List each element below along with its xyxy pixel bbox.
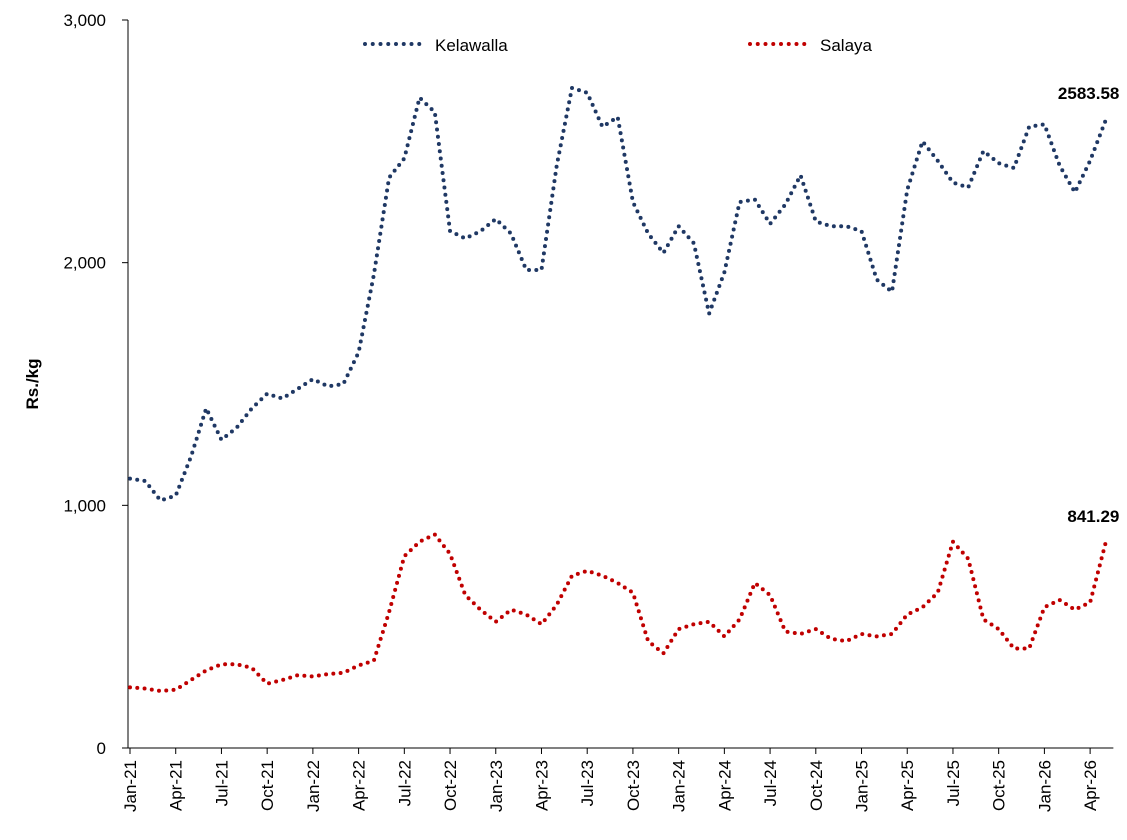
x-tick-label: Jan-26 — [1035, 760, 1054, 812]
x-tick-label: Oct-22 — [441, 760, 460, 811]
y-tick-label: 1,000 — [63, 496, 106, 515]
y-axis-label: Rs./kg — [23, 358, 42, 409]
x-tick-label: Jul-24 — [761, 760, 780, 806]
x-tick-label: Jan-23 — [487, 760, 506, 812]
line-series — [128, 85, 1108, 503]
legend-label: Salaya — [820, 36, 873, 55]
x-tick-label: Jan-21 — [121, 760, 140, 812]
x-tick-label: Jan-24 — [670, 760, 689, 812]
y-tick-label: 2,000 — [63, 254, 106, 273]
line-series — [128, 531, 1108, 693]
x-tick-label: Oct-23 — [624, 760, 643, 811]
x-tick-label: Oct-24 — [807, 760, 826, 811]
data-label: 841.29 — [1067, 507, 1119, 526]
x-tick-label: Jan-22 — [304, 760, 323, 812]
x-tick-label: Jul-25 — [944, 760, 963, 806]
x-tick-label: Jul-23 — [578, 760, 597, 806]
x-tick-label: Apr-23 — [532, 760, 551, 811]
x-tick-label: Apr-22 — [350, 760, 369, 811]
x-tick-label: Oct-21 — [258, 760, 277, 811]
x-tick-label: Apr-26 — [1081, 760, 1100, 811]
y-tick-label: 0 — [97, 739, 106, 758]
x-tick-label: Jan-25 — [853, 760, 872, 812]
y-tick-label: 3,000 — [63, 11, 106, 30]
data-label: 2583.58 — [1058, 84, 1119, 103]
x-tick-label: Oct-25 — [990, 760, 1009, 811]
legend-label: Kelawalla — [435, 36, 508, 55]
x-tick-label: Apr-21 — [167, 760, 186, 811]
x-tick-label: Apr-24 — [715, 760, 734, 811]
x-tick-label: Apr-25 — [898, 760, 917, 811]
x-tick-label: Jul-21 — [212, 760, 231, 806]
x-tick-label: Jul-22 — [395, 760, 414, 806]
